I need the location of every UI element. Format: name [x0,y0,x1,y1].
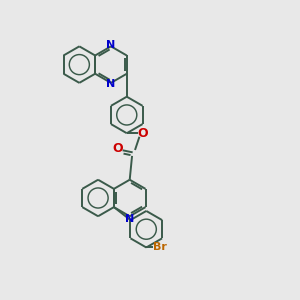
Text: N: N [125,214,134,224]
Text: N: N [106,40,116,50]
Text: O: O [138,127,148,140]
Text: N: N [106,79,116,89]
Text: O: O [112,142,123,155]
Text: Br: Br [153,242,166,253]
